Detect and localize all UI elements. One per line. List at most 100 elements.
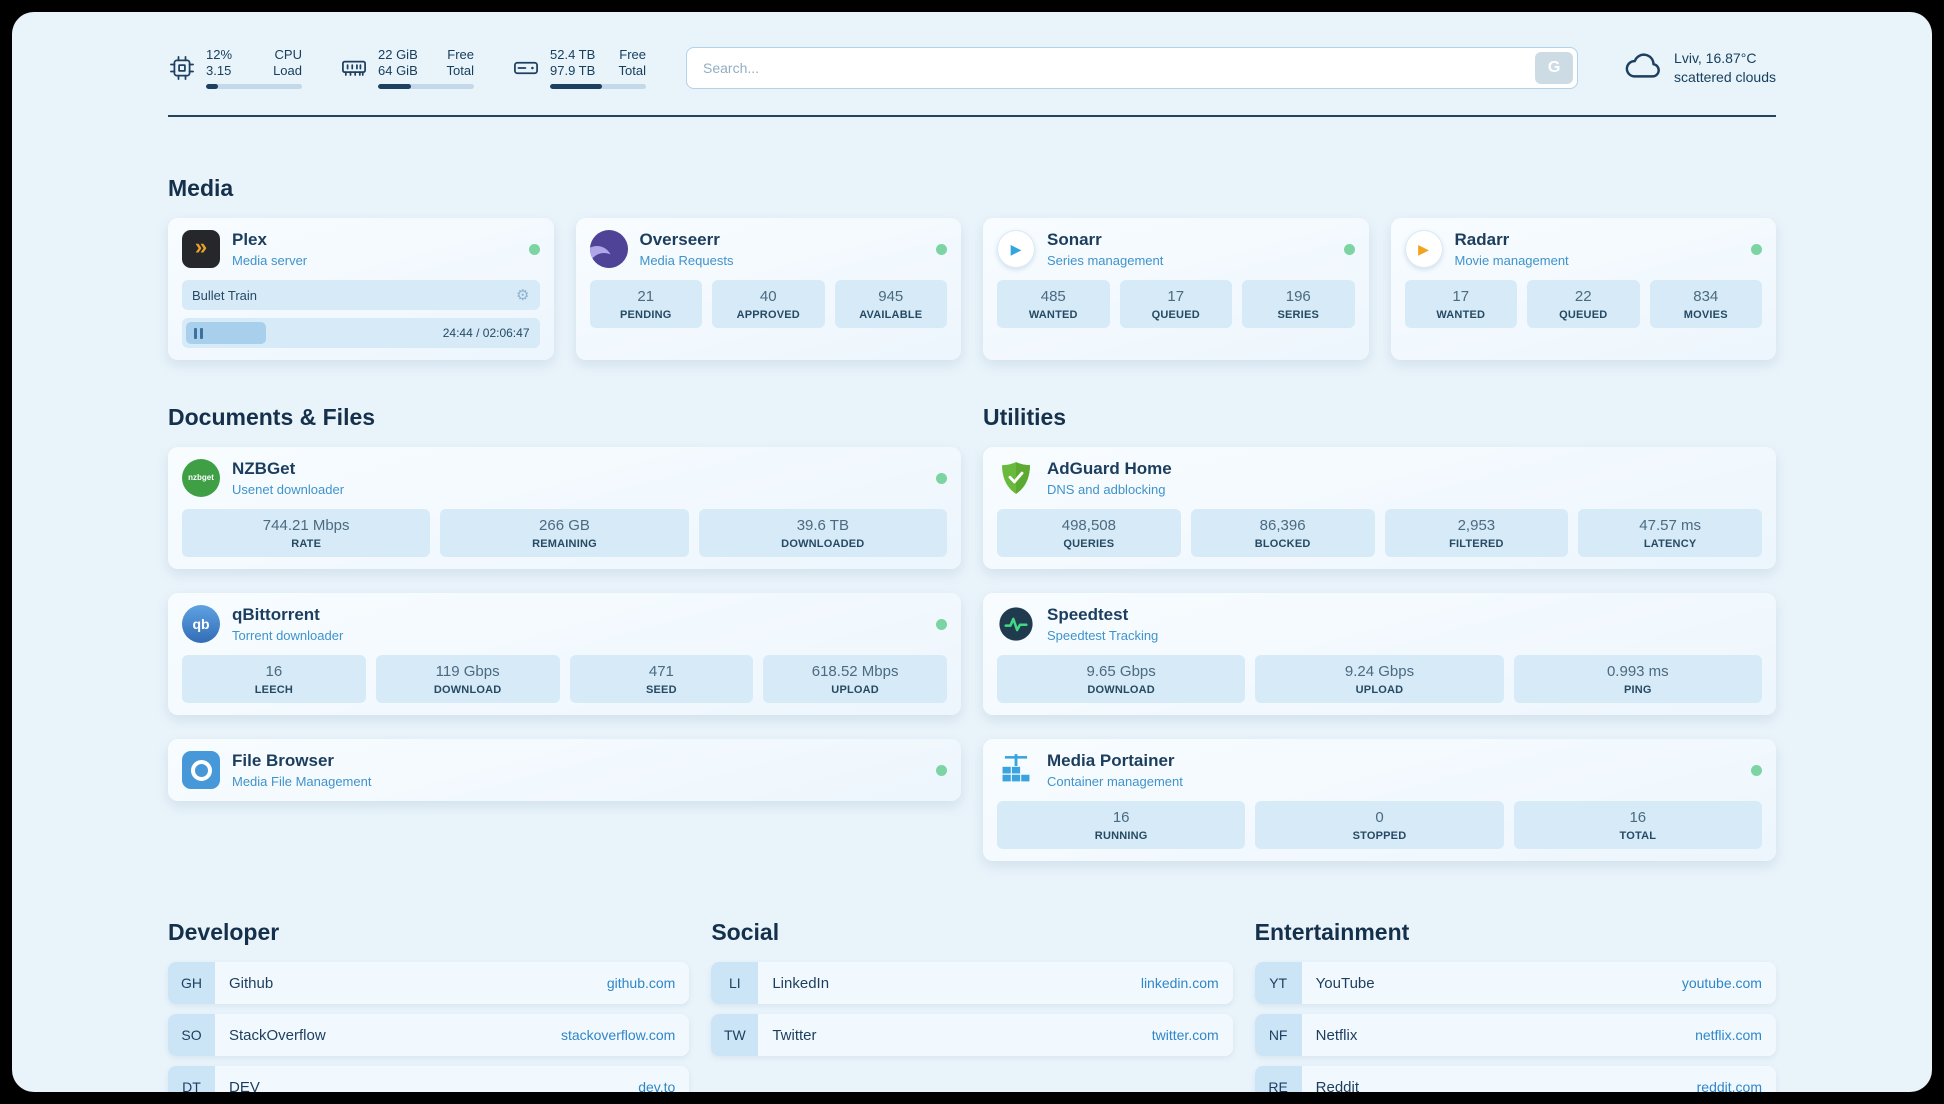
bookmark-url[interactable]: twitter.com xyxy=(1151,1027,1219,1043)
service-link-qbittorrent[interactable]: qb qBittorrent Torrent downloader xyxy=(182,605,947,643)
disk-progress-bar xyxy=(550,83,646,89)
stat-running: 16 RUNNING xyxy=(997,801,1246,849)
bookmark-name: Github xyxy=(229,974,274,992)
stat-stopped: 0 STOPPED xyxy=(1255,801,1504,849)
service-link-radarr[interactable]: ▶ Radarr Movie management xyxy=(1404,230,1762,268)
section-title-utilities: Utilities xyxy=(983,404,1067,430)
bookmark-abbr: RE xyxy=(1254,1066,1302,1092)
playback-progress-bar[interactable]: 24:44 / 02:06:47 xyxy=(182,318,540,348)
bookmark-youtube[interactable]: YT YouTube youtube.com xyxy=(1254,962,1776,1004)
speedtest-icon xyxy=(997,605,1035,643)
playback-time: 24:44 / 02:06:47 xyxy=(442,326,530,340)
service-link-portainer[interactable]: Media Portainer Container management xyxy=(997,751,1762,789)
stat-queries: 498,508 QUERIES xyxy=(997,509,1181,557)
bookmark-url[interactable]: youtube.com xyxy=(1681,975,1762,991)
ram-free-label: Free xyxy=(447,46,474,62)
section-title-social: Social xyxy=(711,919,780,945)
pause-icon[interactable] xyxy=(194,327,203,339)
bookmark-url[interactable]: linkedin.com xyxy=(1140,975,1219,991)
service-name: File Browser xyxy=(232,751,335,770)
stat-upload: 9.24 Gbps UPLOAD xyxy=(1255,655,1504,703)
search-provider-button[interactable]: G xyxy=(1535,51,1574,84)
stat-leech: 16 LEECH xyxy=(182,655,366,703)
bookmark-dev[interactable]: DT DEV dev.to xyxy=(168,1066,690,1092)
cpu-monitor: 12% 3.15 CPU Load xyxy=(168,47,302,89)
stat-rate: 744.21 Mbps RATE xyxy=(182,509,431,557)
service-card-overseerr: Overseerr Media Requests 21 PENDING 40 A… xyxy=(575,218,961,360)
bookmark-url[interactable]: netflix.com xyxy=(1695,1027,1762,1043)
service-card-speedtest: Speedtest Speedtest Tracking 9.65 Gbps D… xyxy=(983,593,1776,715)
service-name: Radarr xyxy=(1454,230,1510,249)
ram-total-label: Total xyxy=(446,62,474,78)
bookmark-netflix[interactable]: NF Netflix netflix.com xyxy=(1254,1014,1776,1056)
service-subtitle: Movie management xyxy=(1454,253,1569,268)
ram-progress-bar xyxy=(378,83,474,89)
player-settings-icon[interactable]: ⚙ xyxy=(516,286,530,304)
portainer-icon xyxy=(997,751,1035,789)
stat-wanted: 485 WANTED xyxy=(997,280,1110,328)
disk-free-label: Free xyxy=(619,46,646,62)
status-dot xyxy=(936,764,947,776)
service-link-adguard[interactable]: AdGuard Home DNS and adblocking xyxy=(997,459,1762,497)
bookmark-url[interactable]: reddit.com xyxy=(1696,1079,1762,1092)
cloud-icon xyxy=(1622,44,1664,91)
status-dot xyxy=(1751,764,1762,776)
service-link-overseerr[interactable]: Overseerr Media Requests xyxy=(589,230,947,268)
dashboard-page: 12% 3.15 CPU Load xyxy=(12,12,1932,1092)
weather-location: Lviv, 16.87°C xyxy=(1674,49,1757,66)
bookmark-url[interactable]: dev.to xyxy=(638,1079,676,1092)
bookmark-group-social: Social LI LinkedIn linkedin.com TW Twitt… xyxy=(711,919,1233,1066)
service-card-plex: » Plex Media server Bullet Train ⚙ xyxy=(168,218,554,360)
stat-movies: 834 MOVIES xyxy=(1649,280,1762,328)
service-name: Media Portainer xyxy=(1047,751,1175,770)
bookmark-url[interactable]: stackoverflow.com xyxy=(560,1027,676,1043)
service-link-nzbget[interactable]: nzbget NZBGet Usenet downloader xyxy=(182,459,947,497)
bookmark-abbr: NF xyxy=(1254,1014,1302,1056)
ram-total-value: 64 GiB xyxy=(378,62,418,78)
ram-free-value: 22 GiB xyxy=(378,46,418,62)
status-dot xyxy=(936,243,947,255)
now-playing-title: Bullet Train xyxy=(192,287,258,303)
stat-pending: 21 PENDING xyxy=(589,280,702,328)
section-title-developer: Developer xyxy=(168,919,280,945)
service-link-filebrowser[interactable]: File Browser Media File Management xyxy=(182,751,947,789)
service-subtitle: Media Requests xyxy=(639,253,734,268)
plex-icon: » xyxy=(182,230,220,268)
weather-condition: scattered clouds xyxy=(1674,68,1776,85)
bookmark-abbr: YT xyxy=(1254,962,1302,1004)
bookmark-github[interactable]: GH Github github.com xyxy=(168,962,690,1004)
bookmark-linkedin[interactable]: LI LinkedIn linkedin.com xyxy=(711,962,1233,1004)
service-name: Overseerr xyxy=(639,230,720,249)
stat-total: 16 TOTAL xyxy=(1513,801,1762,849)
stat-remaining: 266 GB REMAINING xyxy=(440,509,689,557)
filebrowser-icon xyxy=(182,751,220,789)
stat-download: 9.65 Gbps DOWNLOAD xyxy=(997,655,1246,703)
disk-total-value: 97.9 TB xyxy=(550,62,596,78)
service-card-qbittorrent: qb qBittorrent Torrent downloader 16 LEE… xyxy=(168,593,961,715)
service-subtitle: Media server xyxy=(232,253,308,268)
stat-seed: 471 SEED xyxy=(569,655,754,703)
status-dot xyxy=(936,472,947,484)
service-link-plex[interactable]: » Plex Media server xyxy=(182,230,540,268)
sonarr-icon: ▶ xyxy=(997,230,1035,268)
search-input[interactable] xyxy=(686,46,1579,89)
bookmark-twitter[interactable]: TW Twitter twitter.com xyxy=(711,1014,1233,1056)
topbar: 12% 3.15 CPU Load xyxy=(168,44,1776,91)
ram-monitor: 22 GiB 64 GiB Free Total xyxy=(340,47,474,89)
bookmark-reddit[interactable]: RE Reddit reddit.com xyxy=(1254,1066,1776,1092)
section-title-entertainment: Entertainment xyxy=(1254,919,1410,945)
service-link-sonarr[interactable]: ▶ Sonarr Series management xyxy=(997,230,1355,268)
bookmark-stackoverflow[interactable]: SO StackOverflow stackoverflow.com xyxy=(168,1014,690,1056)
service-subtitle: Speedtest Tracking xyxy=(1047,628,1159,643)
service-link-speedtest[interactable]: Speedtest Speedtest Tracking xyxy=(997,605,1762,643)
bookmark-abbr: LI xyxy=(711,962,759,1004)
service-name: Speedtest xyxy=(1047,605,1129,624)
cpu-usage-value: 12% xyxy=(206,46,233,62)
bookmark-url[interactable]: github.com xyxy=(606,975,676,991)
radarr-icon: ▶ xyxy=(1404,230,1443,268)
bookmark-name: Netflix xyxy=(1315,1026,1358,1044)
cpu-icon xyxy=(168,54,196,82)
stat-ping: 0.993 ms PING xyxy=(1513,655,1762,703)
status-dot xyxy=(1343,243,1355,255)
status-dot xyxy=(936,618,947,630)
